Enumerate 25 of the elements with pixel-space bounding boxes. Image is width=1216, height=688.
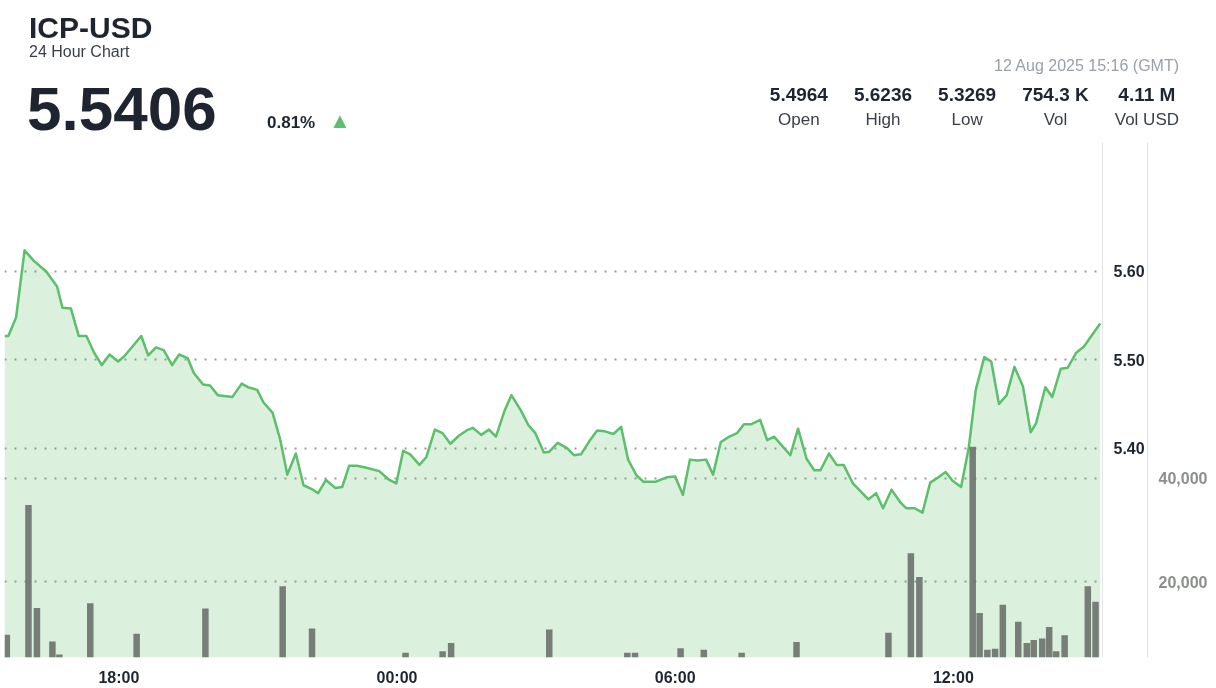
text: 5.6236 <box>853 83 913 107</box>
text: 4.11 M <box>1117 83 1177 107</box>
y-tick-label: 5.40 <box>1113 440 1145 458</box>
text: 0.81% <box>267 112 316 134</box>
text: High <box>864 109 902 132</box>
y-tick-label: 5.60 <box>1113 263 1145 281</box>
x-tick-label: 12:00 <box>932 668 974 686</box>
x-tick-label: 00:00 <box>376 668 418 686</box>
x-tick-label: 06:00 <box>654 668 696 686</box>
text: Open <box>777 109 821 132</box>
chart-title: ICP-USD <box>29 10 153 45</box>
text: Low <box>950 109 984 132</box>
text: Vol USD <box>1114 109 1179 132</box>
text: 12 Aug 2025 15:16 (GMT) <box>994 56 1179 76</box>
y2-tick-label: 40,000 <box>1158 470 1208 488</box>
text: Vol <box>1042 109 1069 132</box>
text: 5.4964 <box>769 83 828 107</box>
text: ▲ <box>329 107 351 135</box>
text: 5.3269 <box>938 83 997 107</box>
y2-tick-label: 20,000 <box>1158 573 1208 591</box>
x-tick-label: 18:00 <box>98 668 140 686</box>
chart-subtitle: 24 Hour Chart <box>29 42 130 62</box>
text: 754.3 K <box>1022 83 1089 107</box>
y-tick-label: 5.50 <box>1113 351 1145 369</box>
annotation: 5.5406 <box>27 73 217 145</box>
